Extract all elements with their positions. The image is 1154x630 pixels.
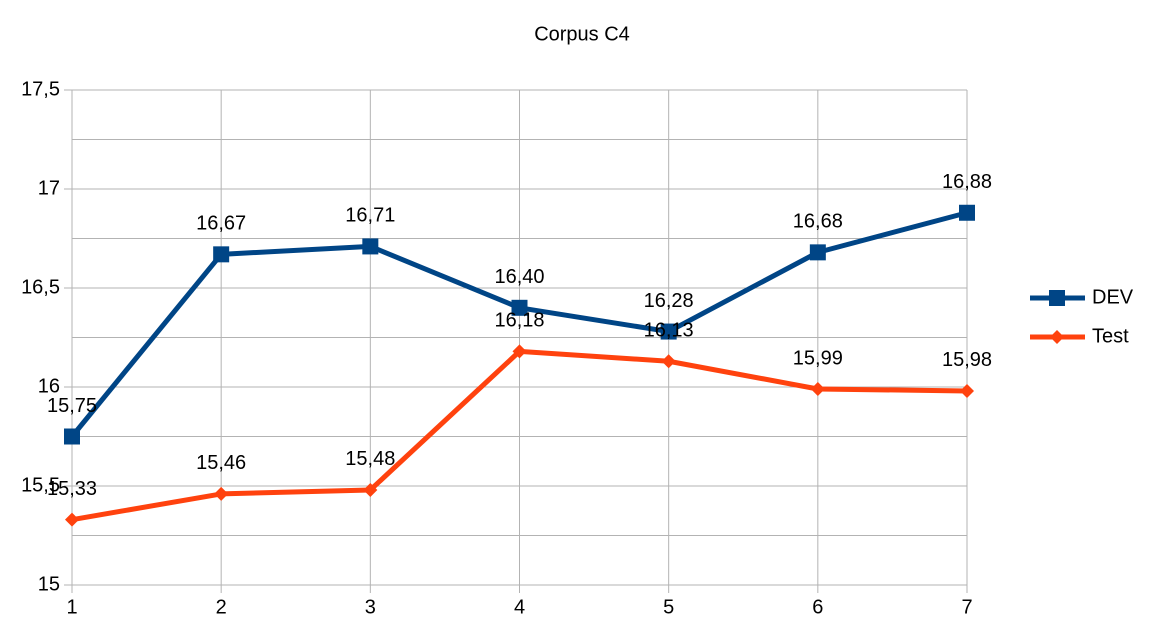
y-tick-label: 16: [38, 375, 60, 397]
data-label: 15,33: [47, 478, 97, 500]
marker: [660, 323, 677, 340]
data-label: 15,99: [793, 347, 843, 369]
marker: [362, 238, 379, 255]
marker: [65, 512, 79, 527]
marker: [1050, 330, 1064, 344]
marker: [661, 354, 676, 369]
marker: [64, 428, 80, 445]
x-tick-label: 7: [961, 596, 972, 618]
y-tick-label: 15: [38, 573, 60, 595]
marker: [959, 204, 975, 221]
legend-label: Test: [1092, 325, 1129, 347]
marker: [511, 299, 528, 316]
data-label: 15,98: [942, 349, 992, 371]
x-tick-label: 6: [812, 596, 823, 618]
y-tick-label: 17,5: [21, 78, 60, 100]
data-label: 16,40: [494, 266, 544, 288]
chart-title: Corpus C4: [534, 23, 630, 45]
x-tick-label: 5: [663, 596, 674, 618]
marker: [213, 246, 230, 263]
data-label: 16,18: [494, 310, 544, 332]
data-label: 15,75: [47, 395, 97, 417]
data-label: 15,46: [196, 452, 246, 474]
marker: [1049, 290, 1065, 306]
data-label: 16,28: [644, 290, 694, 312]
x-tick-label: 4: [514, 596, 525, 618]
data-label: 16,88: [942, 171, 992, 193]
x-tick-label: 1: [66, 596, 77, 618]
data-label: 16,71: [345, 205, 395, 227]
marker: [512, 344, 527, 359]
legend-label: DEV: [1092, 286, 1134, 308]
marker: [960, 383, 974, 398]
y-tick-label: 15,5: [21, 474, 60, 496]
marker: [809, 244, 826, 261]
data-label: 15,48: [345, 448, 395, 470]
marker: [363, 482, 378, 497]
data-label: 16,67: [196, 213, 246, 235]
data-label: 16,68: [793, 211, 843, 233]
y-tick-label: 17: [38, 177, 60, 199]
y-tick-label: 16,5: [21, 276, 60, 298]
x-tick-label: 3: [365, 596, 376, 618]
marker: [214, 486, 229, 501]
x-tick-label: 2: [216, 596, 227, 618]
marker: [810, 381, 825, 396]
data-label: 16,13: [644, 320, 694, 342]
